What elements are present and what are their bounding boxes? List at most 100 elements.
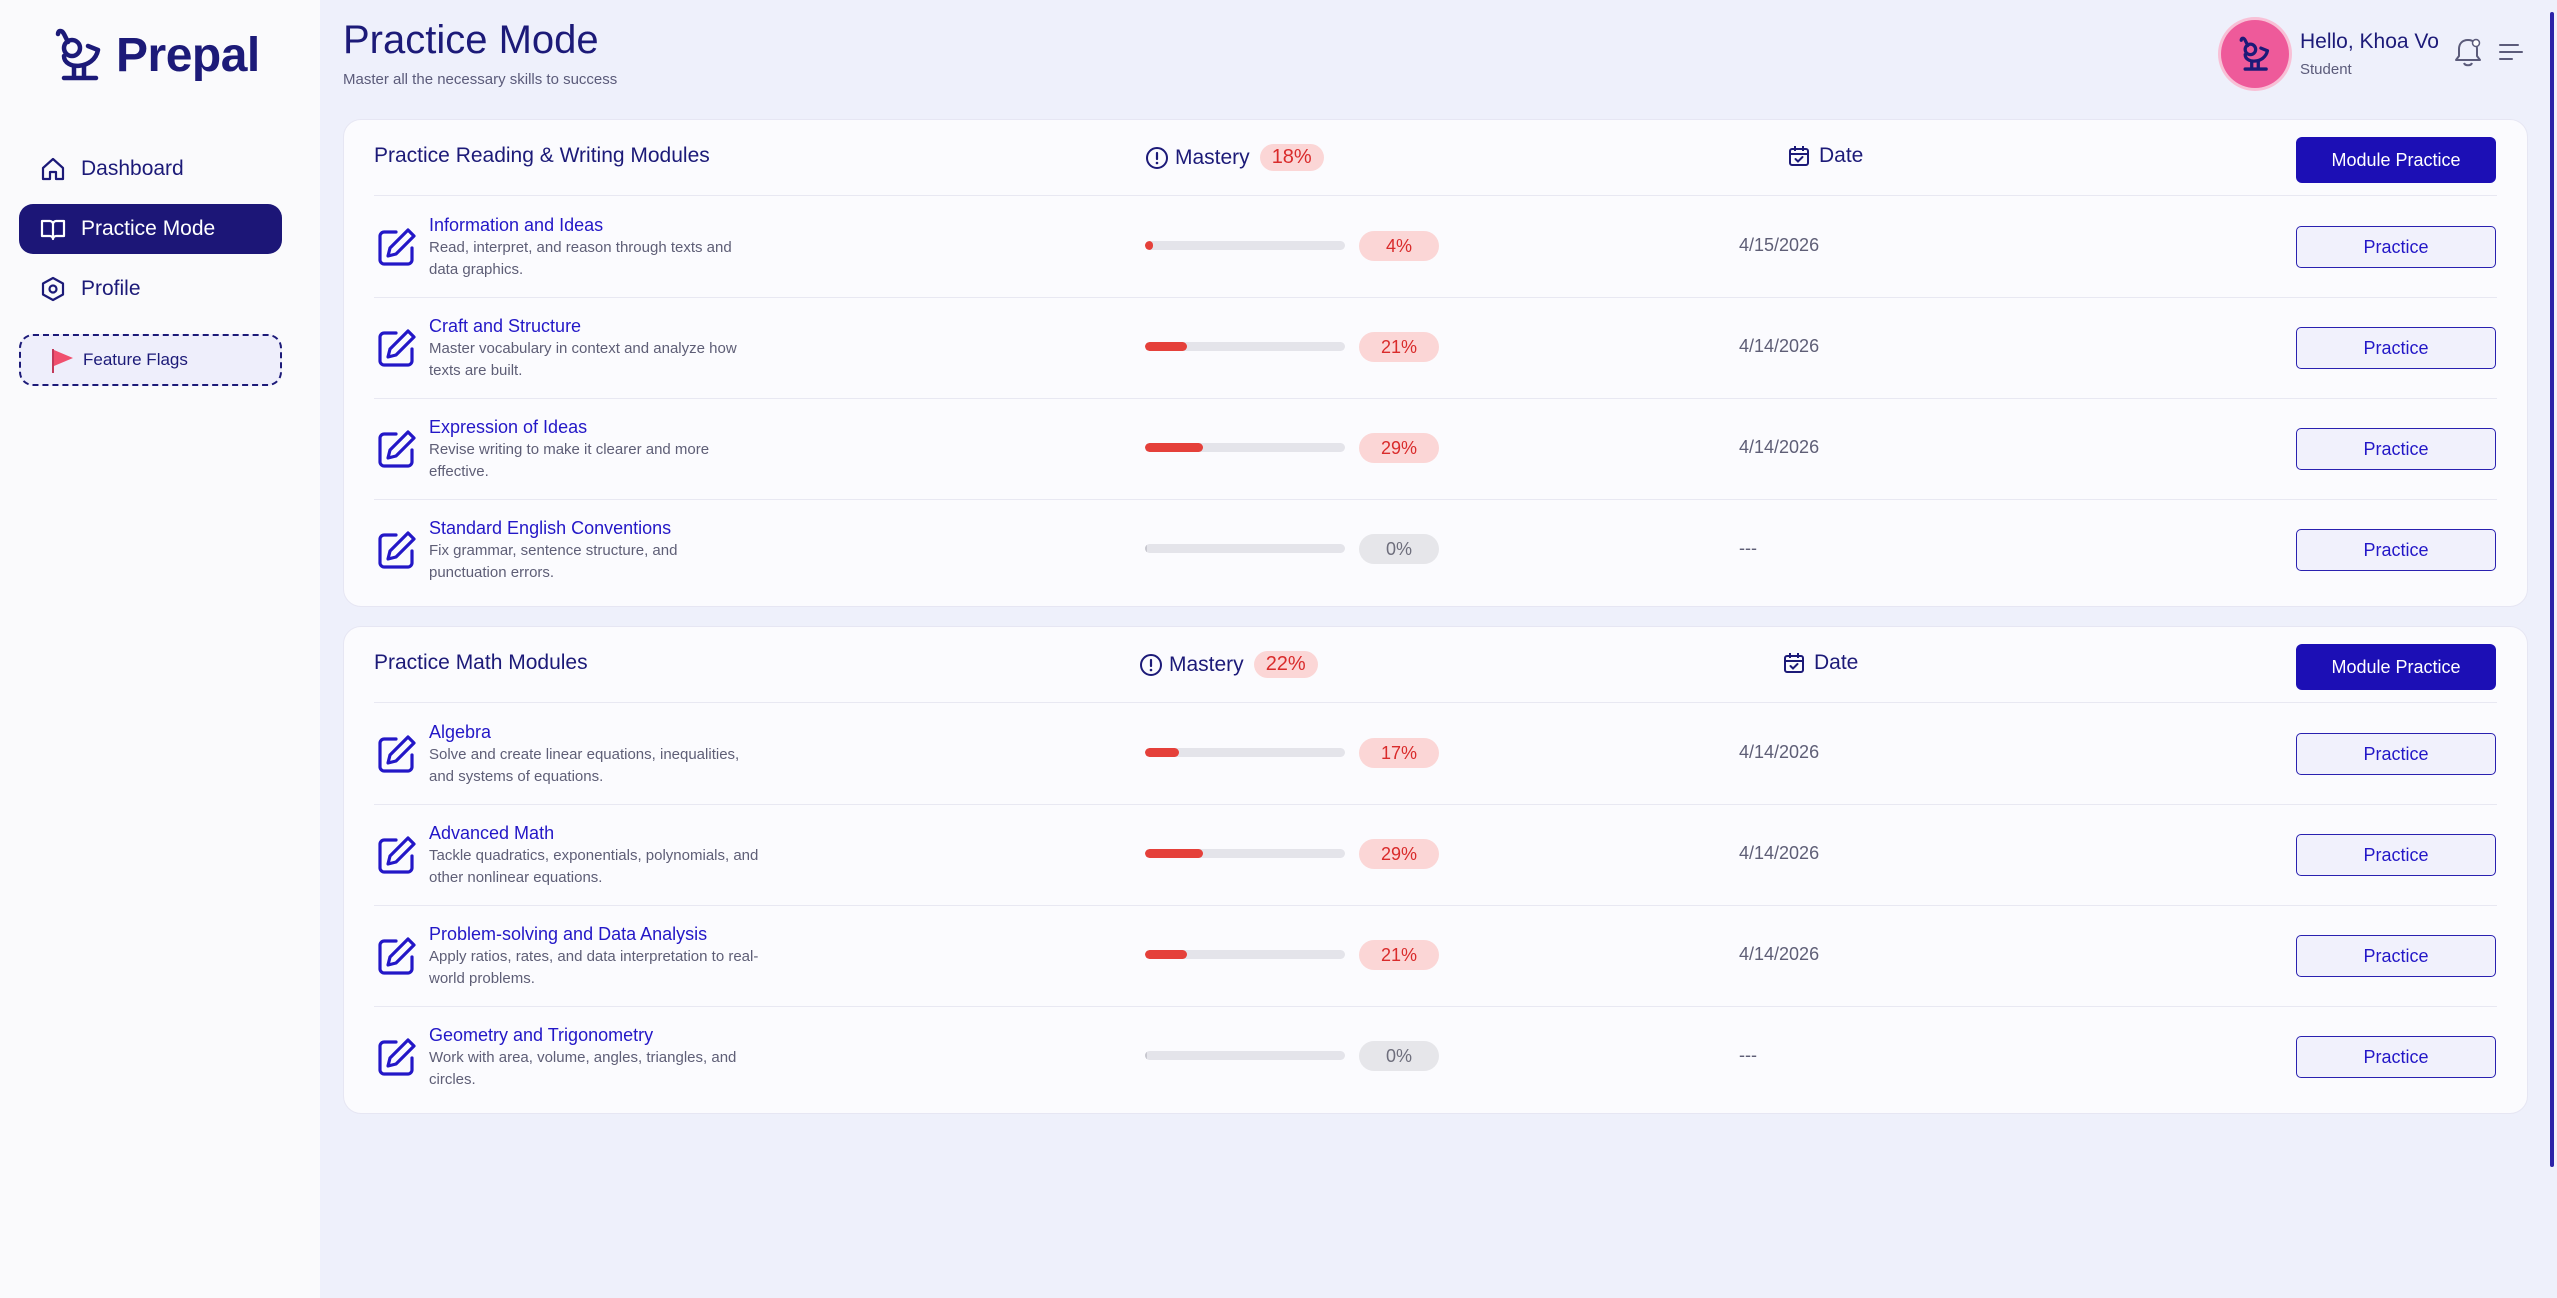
- flag-icon: [52, 349, 73, 373]
- menu-button[interactable]: [2498, 42, 2524, 67]
- practice-button[interactable]: Practice: [2296, 935, 2496, 977]
- mastery-progress-fill: [1145, 748, 1179, 757]
- module-description: Fix grammar, sentence structure, and pun…: [429, 542, 678, 581]
- prepal-bird-icon: [55, 28, 101, 81]
- mastery-label: Mastery: [1169, 652, 1244, 676]
- date-label: Date: [1819, 144, 1864, 167]
- divider: [374, 499, 2497, 500]
- mastery-progress-fill: [1145, 950, 1187, 959]
- module-date: 4/14/2026: [1739, 437, 1820, 457]
- sidebar-item-label: Profile: [81, 277, 141, 300]
- practice-button[interactable]: Practice: [2296, 834, 2496, 876]
- mastery-percent-badge: 29%: [1359, 839, 1439, 869]
- module-date: ---: [1739, 1045, 1757, 1065]
- module-practice-button[interactable]: Module Practice: [2296, 644, 2496, 690]
- module-title[interactable]: Problem-solving and Data Analysis: [429, 924, 708, 944]
- mastery-progress-bar: [1145, 443, 1345, 452]
- module-title[interactable]: Advanced Math: [429, 823, 555, 843]
- edit-icon: [378, 937, 416, 975]
- hexagon-settings-icon: [41, 276, 65, 302]
- alert-circle-icon: [1146, 146, 1168, 169]
- date-header: Date: [1782, 651, 1858, 675]
- mastery-header: Mastery 22%: [1139, 651, 1318, 678]
- module-description: Read, interpret, and reason through text…: [429, 239, 732, 278]
- mastery-percent-badge: 4%: [1359, 231, 1439, 261]
- mastery-progress-fill: [1145, 443, 1203, 452]
- module-title[interactable]: Information and Ideas: [429, 215, 604, 235]
- user-greeting: Hello, Khoa Vo: [2300, 30, 2439, 53]
- edit-icon: [378, 228, 416, 266]
- mastery-percent-badge: 0%: [1359, 1041, 1439, 1071]
- module-row: Standard English Conventions Fix grammar…: [344, 499, 2527, 600]
- avatar[interactable]: [2221, 20, 2289, 88]
- page-subtitle: Master all the necessary skills to succe…: [343, 71, 618, 88]
- module-description: Master vocabulary in context and analyze…: [429, 340, 737, 379]
- module-date: 4/14/2026: [1739, 944, 1820, 964]
- edit-icon: [378, 329, 416, 367]
- divider: [374, 1006, 2497, 1007]
- mastery-progress-bar: [1145, 950, 1345, 959]
- feature-flags-button[interactable]: Feature Flags: [19, 334, 282, 386]
- card-header: Practice Reading & Writing Modules Maste…: [344, 120, 2527, 194]
- app-logo[interactable]: Prepal: [50, 26, 260, 84]
- practice-button[interactable]: Practice: [2296, 529, 2496, 571]
- mastery-progress-bar: [1145, 241, 1345, 250]
- sidebar-item-practice-mode[interactable]: Practice Mode: [19, 204, 282, 254]
- practice-button[interactable]: Practice: [2296, 226, 2496, 268]
- module-title[interactable]: Algebra: [429, 722, 492, 742]
- practice-button[interactable]: Practice: [2296, 428, 2496, 470]
- divider: [374, 804, 2497, 805]
- module-row: Craft and Structure Master vocabulary in…: [344, 297, 2527, 398]
- sidebar-item-label: Dashboard: [81, 157, 184, 180]
- mastery-percent-badge: 17%: [1359, 738, 1439, 768]
- module-practice-button[interactable]: Module Practice: [2296, 137, 2496, 183]
- module-title[interactable]: Standard English Conventions: [429, 518, 672, 538]
- module-title[interactable]: Expression of Ideas: [429, 417, 588, 437]
- mastery-percent-badge: 21%: [1359, 332, 1439, 362]
- reading-writing-modules-card: Practice Reading & Writing Modules Maste…: [343, 119, 2528, 607]
- sidebar-item-profile[interactable]: Profile: [19, 264, 282, 314]
- module-title[interactable]: Craft and Structure: [429, 316, 582, 336]
- mastery-progress-fill: [1145, 1051, 1147, 1060]
- module-row: Advanced Math Tackle quadratics, exponen…: [344, 804, 2527, 905]
- mastery-progress-fill: [1145, 342, 1187, 351]
- practice-button[interactable]: Practice: [2296, 1036, 2496, 1078]
- practice-button[interactable]: Practice: [2296, 733, 2496, 775]
- mastery-badge: 18%: [1259, 144, 1324, 171]
- mastery-header: Mastery 18%: [1145, 144, 1324, 171]
- prepal-bird-icon: [2239, 36, 2270, 71]
- module-description: Tackle quadratics, exponentials, polynom…: [429, 847, 759, 886]
- scrollbar-thumb[interactable]: [2550, 12, 2554, 1167]
- module-date: 4/14/2026: [1739, 843, 1820, 863]
- home-icon: [41, 157, 65, 181]
- module-row: Algebra Solve and create linear equation…: [344, 703, 2527, 804]
- mastery-progress-bar: [1145, 342, 1345, 351]
- module-description: Revise writing to make it clearer and mo…: [429, 441, 710, 480]
- edit-icon: [378, 1038, 416, 1076]
- module-date: ---: [1739, 538, 1757, 558]
- edit-icon: [378, 735, 416, 773]
- mastery-progress-fill: [1145, 544, 1147, 553]
- divider: [374, 905, 2497, 906]
- edit-icon: [378, 531, 416, 569]
- mastery-percent-badge: 21%: [1359, 940, 1439, 970]
- mastery-percent-badge: 0%: [1359, 534, 1439, 564]
- mastery-badge: 22%: [1253, 651, 1318, 678]
- calendar-check-icon: [1784, 653, 1804, 673]
- sidebar-item-dashboard[interactable]: Dashboard: [19, 144, 282, 194]
- practice-button[interactable]: Practice: [2296, 327, 2496, 369]
- sidebar-item-label: Practice Mode: [81, 217, 216, 240]
- calendar-check-icon: [1789, 146, 1809, 166]
- mastery-progress-fill: [1145, 241, 1153, 250]
- divider: [374, 398, 2497, 399]
- mastery-progress-bar: [1145, 849, 1345, 858]
- mastery-progress-bar: [1145, 544, 1345, 553]
- module-date: 4/14/2026: [1739, 336, 1820, 356]
- module-title[interactable]: Geometry and Trigonometry: [429, 1025, 654, 1045]
- notification-button[interactable]: [2453, 36, 2483, 73]
- date-label: Date: [1814, 651, 1859, 674]
- mastery-progress-bar: [1145, 748, 1345, 757]
- module-description: Work with area, volume, angles, triangle…: [429, 1049, 737, 1088]
- bell-icon: [2455, 38, 2481, 67]
- module-row: Information and Ideas Read, interpret, a…: [344, 196, 2527, 297]
